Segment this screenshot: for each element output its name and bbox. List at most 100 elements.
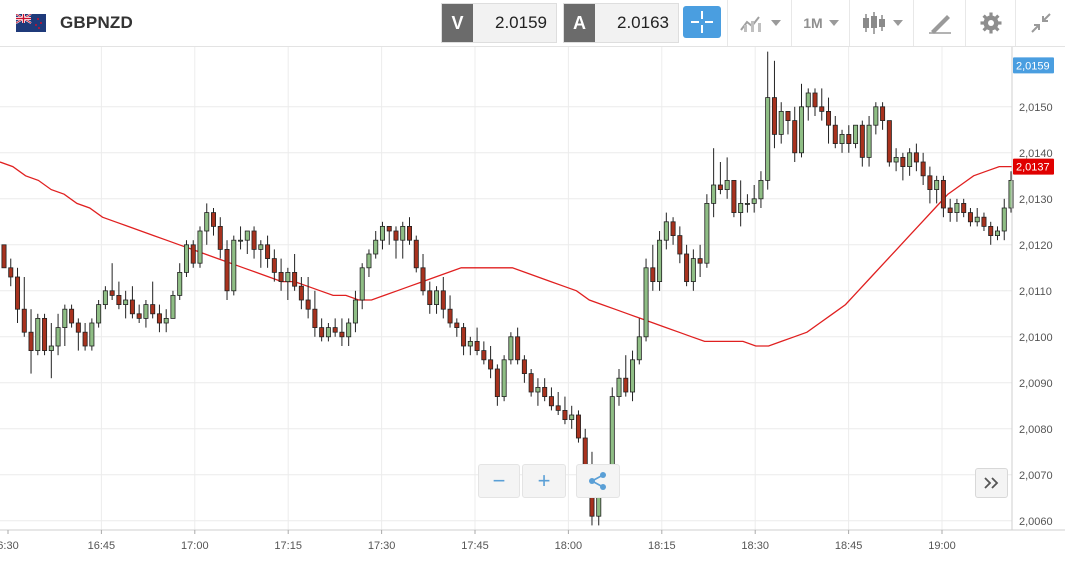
candle-body <box>501 359 507 397</box>
candle-body <box>197 230 203 264</box>
draw-tool-button[interactable] <box>913 0 966 46</box>
candle-body <box>265 244 271 260</box>
candle-body <box>319 327 325 338</box>
ma-value-badge <box>1013 158 1054 175</box>
uk-nz-flag-icon <box>16 14 46 32</box>
candle-body <box>880 106 886 121</box>
price-tick-label: 2,0070 <box>1019 470 1053 482</box>
candle-body <box>379 225 385 241</box>
scroll-to-latest-button[interactable] <box>975 468 1008 498</box>
candle-body <box>792 120 798 154</box>
chart-type-button[interactable] <box>849 0 914 46</box>
moving-average-line <box>0 161 1012 347</box>
candle-body <box>994 230 1000 236</box>
candle-body <box>886 120 892 163</box>
time-tick-label: 18:45 <box>835 540 863 552</box>
candle-body <box>156 313 162 324</box>
minimize-button[interactable] <box>1015 0 1065 46</box>
time-tick-label: 19:00 <box>928 540 956 552</box>
candle-body <box>670 221 676 237</box>
candle-body <box>190 244 196 264</box>
candle-body <box>211 212 217 227</box>
share-button[interactable] <box>576 464 620 498</box>
candle-body <box>521 359 527 374</box>
candle-body <box>238 239 244 242</box>
candle-body <box>69 308 75 324</box>
candle-body <box>528 373 534 393</box>
candle-body <box>407 225 412 241</box>
candle-body <box>177 271 183 296</box>
candle-body <box>35 317 41 351</box>
zoom-out-button[interactable]: − <box>478 464 520 498</box>
instrument-selector[interactable]: GBPNZD <box>16 10 133 36</box>
candle-body <box>765 97 771 181</box>
candle-body <box>312 308 318 329</box>
share-icon <box>589 472 606 490</box>
price-tick-label: 2,0100 <box>1019 332 1053 344</box>
candle-body <box>305 299 311 310</box>
candle-body <box>136 313 142 319</box>
candle-body <box>582 437 588 467</box>
candle-body <box>724 179 730 190</box>
candlestick-type-icon <box>863 12 885 34</box>
indicators-icon <box>740 16 761 32</box>
settings-button[interactable] <box>965 0 1016 46</box>
candle-body <box>258 244 264 250</box>
candle-body <box>771 97 777 135</box>
crosshair-icon <box>691 11 713 33</box>
indicators-button[interactable] <box>727 0 792 46</box>
candle-body <box>129 299 135 315</box>
candle-body <box>15 276 21 310</box>
candle-body <box>204 212 210 232</box>
chevron-down-icon <box>828 20 839 26</box>
candle-body <box>440 290 446 310</box>
price-tick-label: 2,0080 <box>1019 424 1053 436</box>
candle-body <box>285 271 291 282</box>
price-tick-label: 2,0110 <box>1019 286 1052 298</box>
candle-body <box>231 239 237 292</box>
candle-body <box>55 327 61 347</box>
candle-body <box>859 124 865 158</box>
draw-tool-icon <box>929 15 951 34</box>
candle-body <box>251 230 257 250</box>
candle-body <box>420 267 426 292</box>
candle-body <box>731 179 737 213</box>
candle-body <box>82 331 88 347</box>
candle-body <box>798 106 804 154</box>
timeframe-dropdown[interactable]: 1M <box>791 0 850 46</box>
minimize-icon <box>1031 13 1051 33</box>
candle-body <box>217 225 223 250</box>
bid-quote[interactable]: V 2.0159 <box>441 3 557 43</box>
ask-price: 2.0163 <box>617 13 669 32</box>
candlestick-chart-svg[interactable]: 2,0060 2,0070 2,0080 2,0090 2,0100 2,0110 2,01… <box>0 47 1065 559</box>
candle-body <box>575 414 581 439</box>
ask-tag: A <box>564 4 595 42</box>
candle-body <box>974 216 980 223</box>
candle-body <box>819 106 825 112</box>
candle-body <box>832 124 838 144</box>
time-tick-label: 17:00 <box>181 540 209 552</box>
zoom-in-button[interactable]: + <box>522 464 566 498</box>
time-tick-label: 17:30 <box>368 540 396 552</box>
ask-quote[interactable]: A 2.0163 <box>563 3 679 43</box>
toolbar: GBPNZD V 2.0159 A 2.0163 1M <box>0 0 1065 47</box>
candle-body <box>393 230 399 241</box>
chevron-down-icon <box>893 20 903 26</box>
price-chart[interactable]: 2,0060 2,0070 2,0080 2,0090 2,0100 2,0110 2,01… <box>0 47 1065 559</box>
candle-body <box>163 317 169 324</box>
candle-body <box>102 290 108 306</box>
candle-body <box>488 359 494 370</box>
candle-body <box>373 239 379 255</box>
candle-body <box>461 327 467 347</box>
candle-body <box>744 202 750 205</box>
candle-body <box>1008 179 1014 209</box>
candle-body <box>8 267 14 278</box>
candle-body <box>967 212 973 223</box>
candle-body <box>778 111 784 135</box>
candle-body <box>934 179 940 190</box>
time-tick-label: 18:00 <box>555 540 583 552</box>
candle-body <box>704 202 710 264</box>
crosshair-button[interactable] <box>683 6 721 38</box>
time-tick-label: 16:45 <box>88 540 116 552</box>
candle-body <box>89 322 95 347</box>
